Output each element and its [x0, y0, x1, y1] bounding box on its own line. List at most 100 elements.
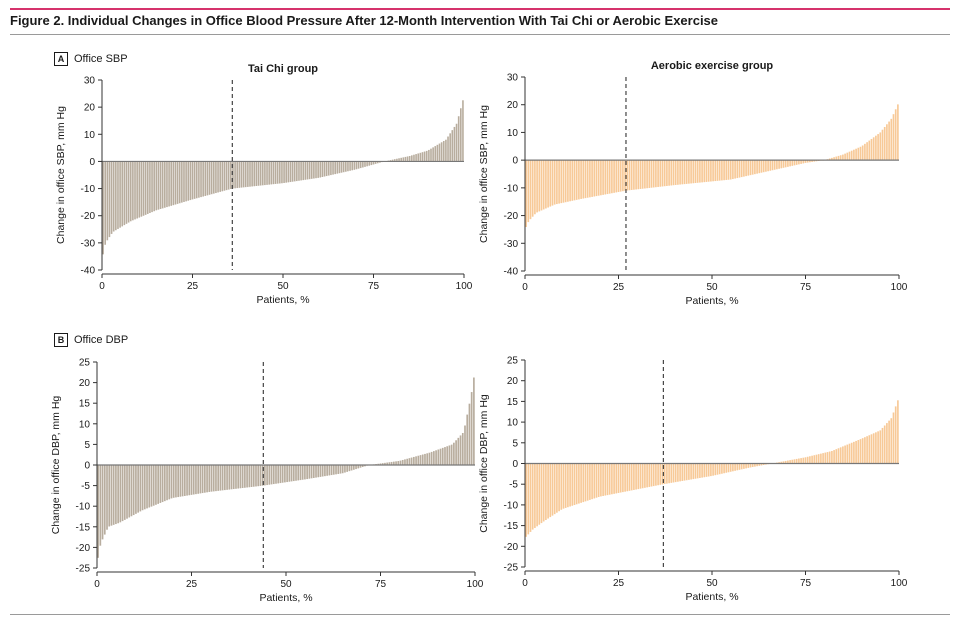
bars-group-2 [97, 377, 475, 558]
bar [648, 463, 651, 487]
bar [164, 161, 166, 208]
y-tick-label: 0 [84, 461, 90, 472]
bar [611, 463, 613, 495]
bar [802, 457, 805, 464]
bar [604, 463, 607, 496]
bar [308, 465, 311, 479]
y-tick-label: 15 [507, 397, 519, 408]
bar [393, 461, 395, 465]
bar [853, 441, 855, 464]
bar [440, 142, 443, 162]
bar [183, 465, 186, 496]
bar [140, 161, 143, 217]
bar [340, 161, 343, 173]
bar [135, 465, 137, 514]
bar [249, 161, 251, 187]
bar [279, 465, 282, 484]
y-tick-label: 20 [507, 376, 519, 387]
bar [97, 465, 99, 558]
bar [189, 161, 192, 201]
bar [437, 449, 440, 465]
y-tick-label: 10 [507, 418, 519, 429]
bar [349, 161, 351, 171]
bar [330, 161, 332, 176]
bar [175, 465, 177, 498]
x-tick-label: 50 [706, 282, 718, 293]
bar [110, 161, 113, 234]
bar [666, 160, 668, 186]
bar [315, 161, 317, 179]
bar [172, 465, 175, 498]
panel-b-letter: B [54, 333, 68, 347]
y-tick-label: -15 [76, 522, 91, 533]
bar [281, 161, 283, 184]
bar [123, 161, 126, 226]
bar [584, 160, 587, 199]
bar [685, 160, 688, 184]
bar [161, 465, 164, 503]
bar [707, 463, 710, 477]
bar [268, 161, 270, 185]
bar [226, 465, 228, 490]
bar [270, 161, 273, 185]
bar [230, 465, 233, 490]
bar [732, 160, 734, 180]
bar [274, 161, 277, 184]
bar [379, 463, 382, 465]
y-tick-label: -15 [504, 521, 519, 532]
bar [872, 433, 875, 464]
y-tick-label: -25 [504, 563, 519, 574]
bar [857, 440, 860, 464]
bar [421, 454, 424, 465]
bar [690, 463, 692, 480]
bar [275, 465, 277, 484]
bar [362, 161, 364, 168]
bar [219, 161, 221, 192]
bar [460, 108, 462, 162]
x-tick-label: 50 [277, 281, 289, 292]
bar [897, 104, 899, 161]
x-tick-label: 0 [94, 579, 100, 590]
bar [881, 129, 884, 161]
bar [897, 400, 899, 464]
bar [892, 412, 895, 464]
bar [430, 451, 433, 465]
bar [341, 465, 344, 474]
bar [826, 452, 829, 464]
bar [628, 160, 631, 191]
bar [703, 160, 706, 183]
bar [295, 465, 297, 481]
bar [444, 447, 446, 465]
bar [659, 160, 662, 187]
bar [542, 160, 545, 210]
y-tick-label: -40 [504, 267, 519, 278]
bar [212, 465, 215, 492]
bar [241, 465, 244, 489]
bar [545, 463, 547, 520]
bar [534, 463, 536, 528]
bar [151, 161, 153, 213]
bar [740, 463, 743, 470]
bar [121, 161, 124, 227]
bar [410, 457, 413, 465]
bar [608, 463, 611, 495]
bar [304, 161, 307, 180]
bar [179, 465, 182, 497]
bar [578, 463, 580, 504]
bar [433, 451, 435, 465]
bar [859, 439, 862, 464]
bar [540, 463, 543, 524]
bar [217, 161, 219, 193]
bar [181, 465, 184, 497]
bar [466, 414, 469, 465]
bar [442, 140, 445, 162]
bar [615, 463, 618, 494]
bar [330, 465, 333, 476]
bar [776, 160, 778, 170]
bar [608, 160, 611, 194]
bar [879, 430, 882, 464]
bar [468, 403, 471, 465]
bar [289, 161, 292, 183]
y-axis-label: Change in office SBP, mm Hg [478, 105, 490, 243]
bar [379, 161, 381, 163]
